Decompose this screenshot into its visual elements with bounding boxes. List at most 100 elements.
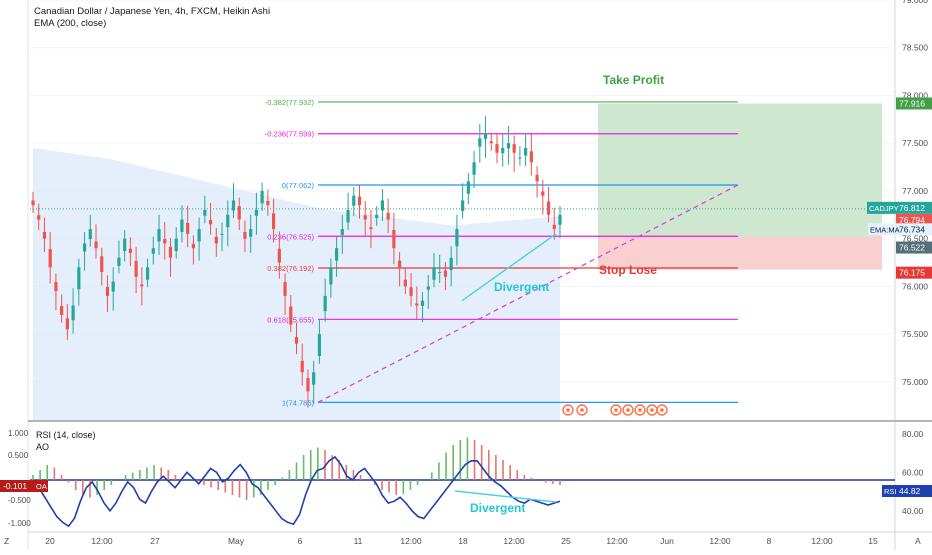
candle-body [317, 334, 322, 357]
candle-body [180, 219, 184, 232]
candle-body [558, 214, 562, 225]
rsi-tick-label: 60.00 [902, 467, 924, 477]
ao-tick-label: -1.000 [8, 519, 31, 528]
ao-tick-label: -0.500 [8, 496, 31, 505]
fib-level-label: -0.236(77.599) [265, 130, 315, 139]
rsi-line [32, 455, 561, 528]
candle-body [48, 249, 52, 268]
candle-body [226, 214, 230, 228]
time-tick-label: 8 [767, 536, 772, 546]
price-divergence-line [461, 233, 557, 302]
candle-body [546, 201, 551, 215]
price-tick-label: 78.000 [902, 90, 928, 100]
candle-body [426, 286, 430, 290]
ao-suffix-box [34, 480, 48, 492]
economic-event-icon-dot [626, 408, 630, 412]
candle-body [42, 231, 47, 239]
candle-body [123, 238, 127, 252]
fib-level-label: 0.382(76.192) [267, 264, 314, 273]
candle-body [443, 270, 448, 277]
candle-body [71, 305, 75, 321]
candle-body [461, 200, 465, 211]
ema-indicator-label: EMA (200, close) [34, 18, 107, 29]
time-tick-label: 18 [458, 536, 468, 546]
ema-badge: EMA:MA [868, 223, 900, 236]
candle-body [140, 284, 144, 287]
candle-body [254, 210, 259, 216]
price-tick-label: 75.000 [902, 377, 928, 387]
candle-body [186, 222, 190, 234]
rsi-divergent-label: Divergent [470, 501, 525, 515]
candle-body [478, 138, 482, 147]
time-tick-label: Jun [660, 536, 674, 546]
time-tick-label: 27 [150, 536, 160, 546]
ema-badge-box [868, 223, 896, 236]
rsi-value-text: 44.82 [899, 486, 921, 496]
candle-body [524, 147, 528, 156]
candle-body [60, 305, 64, 315]
fib-level-label: 0(77.062) [282, 181, 315, 190]
ao-tick-label: 1.000 [8, 429, 29, 438]
economic-event-icon-dot [566, 408, 570, 412]
candle-body [191, 243, 195, 249]
ema-price-tag-text: 76.734 [899, 224, 925, 234]
symbol-badge: CADJPY [867, 201, 899, 214]
take-profit-price-tag: 77.916 [896, 97, 932, 110]
time-tick-label: 6 [298, 536, 303, 546]
price-tick-label: 75.500 [902, 329, 928, 339]
rsi-value-tag: RSI 44.82 [882, 485, 932, 497]
candle-body [495, 144, 499, 153]
candle-body [340, 229, 344, 235]
candle-body [260, 190, 264, 204]
candle-body [271, 213, 276, 230]
candle-body [237, 206, 241, 220]
price-tick-label: 76.000 [902, 281, 928, 291]
candle-body [449, 257, 453, 271]
candle-body [145, 267, 150, 280]
candle-body [403, 279, 407, 287]
candle-body [455, 229, 459, 247]
entry-price-tag-box [896, 241, 932, 254]
time-tick-label: 15 [868, 536, 878, 546]
take-profit-zone [598, 103, 882, 237]
fib-level-label: 1(74.785) [282, 398, 315, 407]
entry-price-tag: 76.522 [896, 241, 932, 254]
rsi-divergence-line [454, 490, 557, 503]
ema-badge-text: EMA:MA [870, 225, 900, 234]
last-price-tag: 76.812 [896, 201, 932, 214]
candle-body [168, 246, 173, 258]
candle-body [294, 336, 299, 344]
time-tick-label: 11 [354, 536, 363, 546]
stop-loss-price-tag-text: 76.175 [899, 268, 925, 278]
candle-body [31, 200, 35, 206]
price-tick-label: 77.500 [902, 138, 928, 148]
chart-title: Canadian Dollar / Japanese Yen, 4h, FXCM… [34, 6, 271, 17]
candle-body [277, 248, 281, 263]
economic-event-icon-dot [580, 408, 584, 412]
bar-close-price-tag: 76.794 [896, 213, 932, 226]
candle-body [438, 272, 442, 274]
ao-value-text: -0.101 [3, 481, 27, 491]
last-price-tag-text: 76.812 [899, 203, 925, 213]
time-tick-label: 25 [561, 536, 571, 546]
price-divergent-label: Divergent [494, 280, 549, 294]
last-price-tag-box [896, 201, 932, 214]
candle-body [37, 215, 41, 220]
ao-panel-title: AO [36, 442, 50, 452]
ao-suffix-text: OA [36, 482, 47, 491]
candle-body [54, 282, 58, 292]
candle-body [266, 200, 270, 206]
candle-body [117, 257, 121, 266]
candle-body [243, 231, 247, 239]
candle-body [466, 181, 470, 194]
ao-value-tag: -0.101 OA [0, 480, 48, 492]
rsi-tick-label: 80.00 [902, 429, 924, 439]
candle-body [415, 303, 419, 306]
symbol-badge-text: CADJPY [869, 204, 899, 213]
candle-body [283, 282, 287, 296]
stop-loss-price-tag: 76.175 [896, 266, 932, 279]
candle-body [535, 174, 539, 182]
ao-tick-label: 0.500 [8, 451, 29, 460]
